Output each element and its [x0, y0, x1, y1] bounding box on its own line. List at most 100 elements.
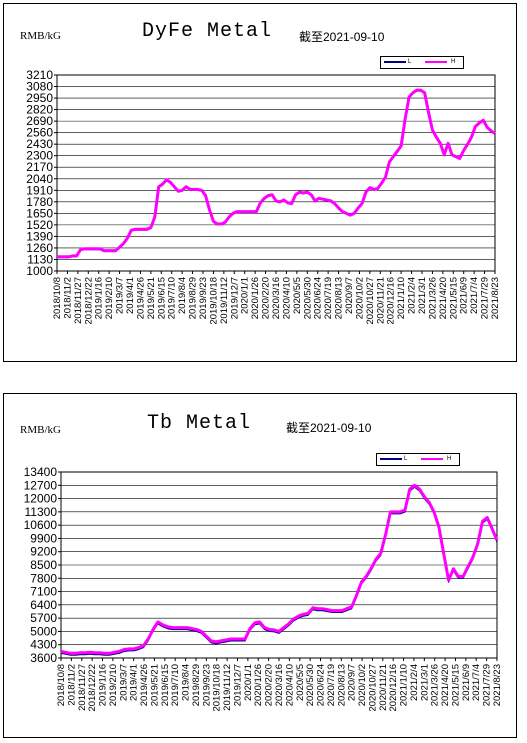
- x-tick-label: 2019/8/4: [177, 277, 188, 314]
- y-tick-label: 1520: [26, 218, 53, 232]
- y-tick-label: 1650: [26, 206, 53, 220]
- y-tick-label: 8500: [30, 558, 57, 572]
- x-tick-label: 2021/2/4: [409, 664, 420, 701]
- x-tick-label: 2021/7/29: [482, 664, 493, 706]
- x-tick-label: 2020/4/10: [281, 277, 292, 319]
- x-tick-label: 2019/1/16: [98, 664, 109, 706]
- y-tick-label: 3210: [26, 68, 53, 82]
- y-tick-label: 3080: [26, 80, 53, 94]
- x-tick-label: 2018/11/2: [66, 664, 77, 706]
- x-tick-label: 2020/2/20: [261, 277, 272, 319]
- x-tick-label: 2021/6/9: [461, 664, 472, 701]
- x-tick-label: 2018/11/2: [62, 277, 73, 319]
- x-tick-label: 2020/10/27: [367, 664, 378, 712]
- chart-panel-tb: 3600 4300 5000 5700 6400 7100 7800 8500 9200 9900…: [3, 393, 517, 738]
- x-tick-label: 2021/8/23: [490, 277, 501, 319]
- x-tick-label: 2019/4/26: [135, 277, 146, 319]
- y-unit-label: RMB/kG: [20, 30, 61, 42]
- x-tick-label: 2021/3/26: [430, 664, 441, 706]
- legend: L H: [380, 56, 464, 69]
- y-tick-label: 2040: [26, 172, 53, 186]
- x-tick-label: 2021/7/4: [471, 664, 482, 701]
- x-tick-label: 2019/6/15: [156, 277, 167, 319]
- x-tick-label: 2021/1/10: [399, 664, 410, 706]
- x-tick-label: 2019/5/21: [146, 277, 157, 319]
- x-tick-label: 2020/10/2: [354, 277, 365, 319]
- x-tick-label: 2020/6/24: [316, 664, 327, 706]
- x-tick-label: 2019/7/10: [170, 664, 181, 706]
- x-tick-label: 2021/3/1: [419, 664, 430, 701]
- y-tick-label: 3600: [30, 651, 57, 665]
- x-tick-label: 2019/8/29: [191, 664, 202, 706]
- x-tick-label: 2021/5/15: [448, 277, 459, 319]
- x-tick-label: 2019/2/10: [104, 277, 115, 319]
- y-tick-label: 9200: [30, 545, 57, 559]
- x-tick-label: 2019/10/18: [212, 664, 223, 712]
- y-tick-label: 5000: [30, 624, 57, 638]
- x-tick-label: 2021/4/20: [438, 277, 449, 319]
- y-tick-label: 13400: [24, 465, 58, 479]
- x-tick-label: 2019/4/26: [139, 664, 150, 706]
- x-tick-label: 2020/5/5: [292, 277, 303, 314]
- x-tick-label: 2020/1/26: [253, 664, 264, 706]
- x-tick-label: 2019/11/12: [222, 664, 233, 711]
- x-tick-label: 2019/12/7: [232, 664, 243, 706]
- x-tick-label: 2020/5/30: [305, 664, 316, 706]
- x-tick-label: 2021/6/9: [459, 277, 470, 314]
- x-tick-label: 2020/3/16: [274, 664, 285, 706]
- x-tick-label: 2020/5/5: [295, 664, 306, 701]
- x-tick-label: 2019/7/10: [167, 277, 178, 319]
- chart-subtitle: 截至2021-09-10: [286, 421, 372, 435]
- chart-dyfe: 1000113012601390152016501780191020402170…: [26, 68, 501, 325]
- x-tick-label: 2020/7/19: [323, 277, 334, 319]
- x-tick-label: 2020/12/16: [388, 664, 399, 712]
- x-tick-label: 2021/7/4: [469, 277, 480, 314]
- x-tick-label: 2020/1/1: [240, 277, 251, 314]
- plot-area: [56, 74, 496, 272]
- x-tick-label: 2021/3/1: [417, 277, 428, 314]
- x-tick-label: 2021/8/23: [492, 664, 503, 706]
- y-tick-label: 10600: [24, 518, 58, 532]
- x-tick-label: 2020/11/21: [378, 664, 389, 711]
- chart-tb: 3600430050005700640071007800850092009900…: [24, 465, 503, 712]
- x-tick-label: 2020/1/26: [250, 277, 261, 319]
- x-tick-label: 2019/8/4: [181, 664, 192, 701]
- x-tick-label: 2019/9/23: [201, 664, 212, 706]
- legend-entry-l: L: [404, 456, 408, 462]
- x-tick-label: 2021/2/4: [407, 277, 418, 314]
- x-tick-label: 2019/5/21: [149, 664, 160, 706]
- y-tick-label: 1000: [26, 264, 53, 278]
- x-tick-label: 2020/10/27: [365, 277, 376, 325]
- x-tick-label: 2020/6/24: [313, 277, 324, 319]
- y-tick-label: 7800: [30, 571, 57, 585]
- x-tick-label: 2018/12/22: [83, 277, 94, 325]
- x-tick-label: 2019/6/15: [160, 664, 171, 706]
- y-tick-label: 7100: [30, 585, 57, 599]
- x-tick-label: 2019/10/18: [208, 277, 219, 325]
- x-tick-label: 2019/3/7: [118, 664, 129, 701]
- x-tick-label: 2020/9/7: [344, 277, 355, 314]
- x-tick-label: 2019/4/1: [125, 277, 136, 314]
- x-tick-label: 2019/12/7: [229, 277, 240, 319]
- y-tick-label: 4300: [30, 638, 57, 652]
- x-tick-label: 2021/7/29: [480, 277, 491, 319]
- x-tick-label: 2018/11/27: [77, 664, 88, 711]
- y-tick-label: 12000: [24, 492, 58, 506]
- y-unit-label: RMB/kG: [20, 424, 61, 436]
- y-tick-label: 2430: [26, 137, 53, 151]
- y-tick-label: 11300: [25, 505, 58, 519]
- x-tick-label: 2020/12/16: [386, 277, 397, 325]
- legend-swatch-h: [421, 458, 443, 460]
- x-tick-label: 2020/5/30: [302, 277, 313, 319]
- x-tick-label: 2020/1/1: [243, 664, 254, 701]
- x-tick-label: 2018/10/8: [56, 664, 67, 706]
- x-tick-label: 2018/12/22: [87, 664, 98, 712]
- x-tick-label: 2018/10/8: [52, 277, 63, 319]
- x-tick-label: 2020/8/13: [334, 277, 345, 319]
- legend-entry-h: H: [447, 456, 452, 462]
- x-tick-label: 2020/3/16: [271, 277, 282, 319]
- y-tick-label: 1390: [26, 229, 53, 243]
- x-tick-label: 2019/3/7: [115, 277, 126, 314]
- legend: L H: [376, 453, 460, 466]
- x-tick-label: 2021/3/26: [427, 277, 438, 319]
